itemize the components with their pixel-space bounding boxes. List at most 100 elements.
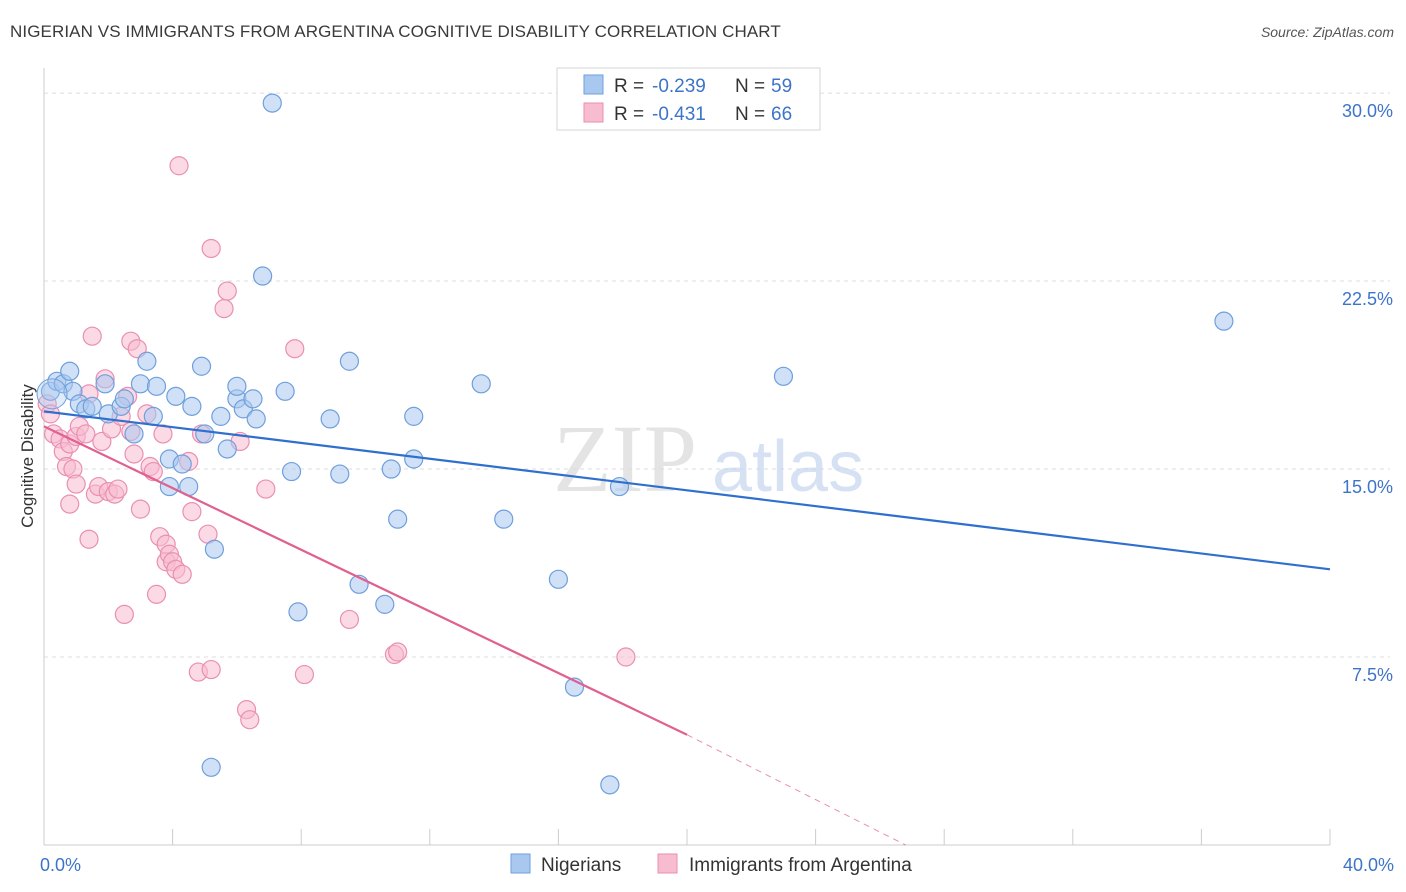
watermark-zip: ZIP <box>553 405 697 512</box>
nigerians-point-54 <box>773 366 794 386</box>
nigerians-point-20 <box>172 454 192 474</box>
argentina-point-13 <box>79 529 99 549</box>
nigerians-point-44 <box>381 459 401 479</box>
argentina-point-60 <box>339 609 360 630</box>
nigerians-point-32 <box>243 389 263 409</box>
nigerians-point-12 <box>124 424 144 444</box>
nigerians-point-50 <box>548 569 569 589</box>
argentina-point-53 <box>217 281 237 301</box>
x-ticks: 0.0% 40.0% <box>40 829 1394 875</box>
argentina-point-23 <box>108 479 128 499</box>
argentina-point-35 <box>146 584 167 604</box>
y-tick-label-3: 30.0% <box>1342 101 1393 121</box>
nigerians-point-15 <box>143 406 163 426</box>
nigerians-point-39 <box>320 409 340 429</box>
x-tick-label-0: 0.0% <box>40 855 81 875</box>
legend-swatch-argentina <box>583 102 604 123</box>
nigerians-point-27 <box>211 406 231 426</box>
nigerians-point-33 <box>246 409 266 429</box>
nigerians-point-45 <box>388 509 408 529</box>
argentina-point-31 <box>130 499 151 519</box>
nigerians-point-19 <box>166 386 186 406</box>
bottom-legend-swatch-argentina <box>657 853 678 874</box>
argentina-point-56 <box>240 710 260 730</box>
nigerians-point-36 <box>275 381 295 401</box>
nigerians-point-55 <box>1214 311 1234 331</box>
nigerians-point-16 <box>146 376 167 396</box>
y-tick-label-2: 22.5% <box>1342 289 1393 309</box>
nigerians-point-25 <box>201 757 221 777</box>
argentina-point-63 <box>616 647 636 667</box>
nigerians-point-22 <box>182 396 202 416</box>
legend-n-label-1: N = <box>735 76 765 97</box>
nigerians-point-14 <box>137 351 157 371</box>
nigerians-point-30 <box>227 376 247 396</box>
nigerians-point-41 <box>339 351 360 371</box>
legend-r-label-1: R = <box>614 76 644 97</box>
nigerians-point-28 <box>217 439 237 459</box>
legend-n-label-2: N = <box>735 104 765 125</box>
nigerians-point-40 <box>330 464 350 484</box>
y-ticks: 7.5% 15.0% 22.5% 30.0% <box>1342 101 1393 685</box>
bottom-legend: Nigerians Immigrants from Argentina <box>510 853 912 876</box>
legend-r-value-1: -0.239 <box>652 76 706 97</box>
nigerians-point-11 <box>114 389 134 409</box>
bottom-legend-label-nigerians: Nigerians <box>541 855 621 876</box>
legend-r-value-2: -0.431 <box>652 104 706 125</box>
argentina-point-58 <box>285 339 305 359</box>
watermark: ZIP atlas <box>553 405 864 512</box>
argentina-point-51 <box>201 238 221 259</box>
argentina-point-52 <box>214 299 234 319</box>
bottom-legend-label-argentina: Immigrants from Argentina <box>689 855 912 876</box>
argentina-point-10 <box>66 474 86 494</box>
nigerians-point-23 <box>191 356 212 376</box>
argentina-point-12 <box>76 424 96 444</box>
argentina-trend-line-extension <box>686 734 906 846</box>
nigerians-point-47 <box>404 449 424 469</box>
argentina-point-62 <box>388 642 408 662</box>
argentina-trend-line <box>43 425 688 736</box>
argentina-point-25 <box>114 604 134 625</box>
nigerians-point-24 <box>195 424 215 444</box>
series-immigrants-argentina <box>37 156 636 730</box>
nigerians-trend-line <box>43 410 1331 571</box>
bottom-legend-swatch-nigerians <box>510 853 531 874</box>
nigerians-point-38 <box>288 602 308 622</box>
argentina-point-44 <box>172 564 192 584</box>
series-nigerians <box>36 93 1234 795</box>
nigerians-point-26 <box>204 539 224 559</box>
nigerians-point-13 <box>130 374 151 394</box>
legend-n-value-2: 66 <box>771 104 792 125</box>
nigerians-point-34 <box>253 266 273 286</box>
nigerians-point-46 <box>404 406 424 426</box>
argentina-point-29 <box>124 444 144 464</box>
nigerians-point-48 <box>471 374 491 394</box>
legend-r-label-2: R = <box>614 104 644 125</box>
nigerians-point-35 <box>262 93 282 113</box>
argentina-point-59 <box>294 664 315 685</box>
source-label: Source: ZipAtlas.com <box>1260 24 1394 40</box>
nigerians-cluster-point <box>36 378 68 410</box>
legend: R = -0.239 N = 59 R = -0.431 N = 66 <box>556 67 821 131</box>
y-tick-label-0: 7.5% <box>1352 665 1393 685</box>
nigerians-point-43 <box>375 594 395 614</box>
nigerians-point-37 <box>281 461 302 482</box>
chart-title: NIGERIAN VS IMMIGRANTS FROM ARGENTINA CO… <box>10 22 781 41</box>
nigerians-point-7 <box>82 396 102 416</box>
trend-lines <box>43 410 1331 846</box>
argentina-point-57 <box>256 479 276 499</box>
argentina-point-46 <box>182 502 202 522</box>
nigerians-point-3 <box>60 361 80 381</box>
nigerians-point-52 <box>600 775 620 795</box>
argentina-point-15 <box>82 326 102 346</box>
legend-n-value-1: 59 <box>771 76 792 97</box>
y-axis-label: Cognitive Disability <box>18 384 37 528</box>
x-tick-label-1: 40.0% <box>1343 855 1394 875</box>
argentina-point-50 <box>201 659 221 680</box>
y-tick-label-1: 15.0% <box>1342 477 1393 497</box>
argentina-point-43 <box>169 156 189 176</box>
legend-swatch-nigerians <box>583 74 604 95</box>
gridlines <box>44 92 1390 658</box>
nigerians-point-49 <box>494 509 514 529</box>
